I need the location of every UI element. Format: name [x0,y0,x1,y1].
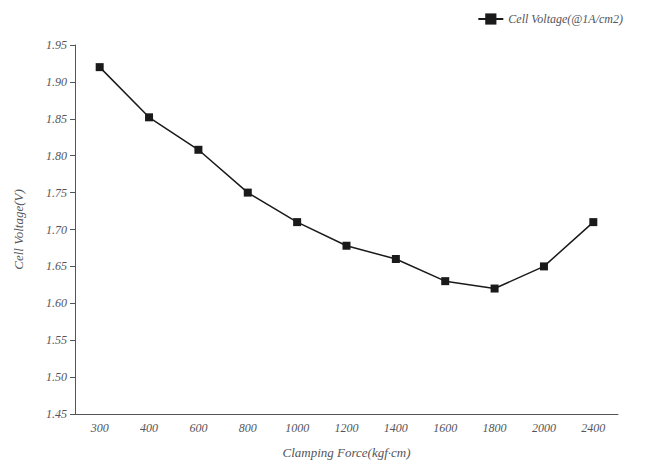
svg-text:1.80: 1.80 [46,149,67,163]
svg-text:800: 800 [239,421,257,435]
svg-text:2400: 2400 [581,421,605,435]
svg-text:1000: 1000 [285,421,309,435]
svg-text:Clamping Force(kgf·cm): Clamping Force(kgf·cm) [282,445,410,460]
svg-text:1.65: 1.65 [46,259,67,273]
svg-text:400: 400 [140,421,158,435]
svg-text:1.60: 1.60 [46,296,67,310]
svg-text:600: 600 [189,421,207,435]
svg-text:1600: 1600 [433,421,457,435]
svg-text:Cell Voltage(@1A/cm2): Cell Voltage(@1A/cm2) [508,12,623,26]
svg-text:1.45: 1.45 [46,407,67,421]
svg-text:1800: 1800 [483,421,507,435]
svg-text:1.90: 1.90 [46,75,67,89]
svg-text:1.85: 1.85 [46,112,67,126]
svg-text:Cell Voltage(V): Cell Voltage(V) [11,189,26,270]
svg-text:300: 300 [90,421,109,435]
svg-text:1.95: 1.95 [46,38,67,52]
svg-text:1.70: 1.70 [46,223,67,237]
svg-text:1.75: 1.75 [46,186,67,200]
svg-text:1400: 1400 [384,421,408,435]
svg-text:1.55: 1.55 [46,333,67,347]
svg-text:1200: 1200 [335,421,359,435]
svg-text:2000: 2000 [532,421,556,435]
svg-text:1.50: 1.50 [46,370,67,384]
